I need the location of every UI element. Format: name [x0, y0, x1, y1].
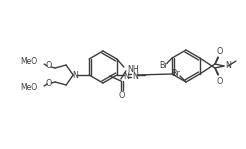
- Text: MeO: MeO: [20, 58, 37, 66]
- Text: Br: Br: [171, 69, 180, 77]
- Text: N: N: [72, 70, 78, 80]
- Text: O: O: [217, 76, 223, 86]
- Text: N: N: [123, 72, 129, 81]
- Text: MeO: MeO: [20, 83, 37, 93]
- Text: O: O: [46, 62, 52, 70]
- Text: NH: NH: [127, 65, 138, 73]
- Text: O: O: [217, 46, 223, 55]
- Text: Br: Br: [160, 60, 169, 69]
- Text: O: O: [119, 91, 125, 100]
- Text: N: N: [225, 62, 231, 70]
- Text: N: N: [132, 72, 138, 81]
- Text: O: O: [46, 80, 52, 89]
